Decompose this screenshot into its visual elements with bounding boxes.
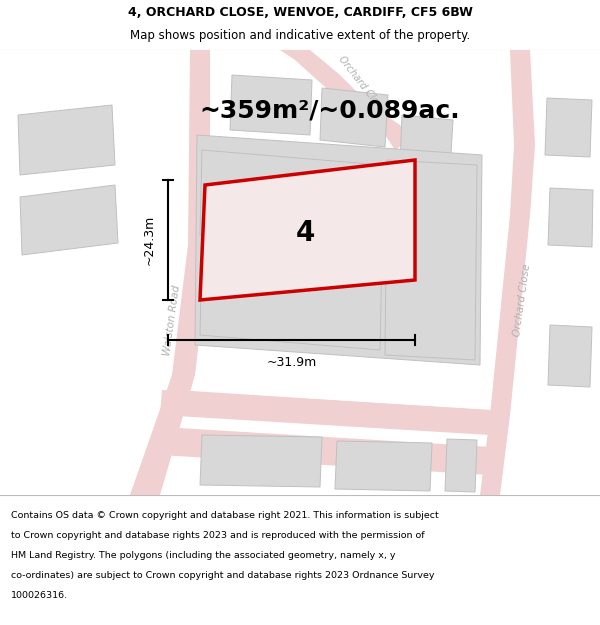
Text: co-ordinates) are subject to Crown copyright and database rights 2023 Ordnance S: co-ordinates) are subject to Crown copyr… (11, 571, 434, 580)
Polygon shape (200, 160, 415, 300)
Text: 100026316.: 100026316. (11, 591, 68, 600)
Polygon shape (545, 98, 592, 157)
Text: ~31.9m: ~31.9m (266, 356, 317, 369)
Polygon shape (200, 435, 322, 487)
Polygon shape (18, 105, 115, 175)
Text: ~359m²/~0.089ac.: ~359m²/~0.089ac. (200, 98, 460, 122)
Text: Orchard Clo: Orchard Clo (336, 54, 380, 106)
Text: Walston Road: Walston Road (162, 284, 182, 356)
Polygon shape (385, 160, 477, 360)
Polygon shape (195, 135, 482, 365)
Text: to Crown copyright and database rights 2023 and is reproduced with the permissio: to Crown copyright and database rights 2… (11, 531, 424, 540)
Polygon shape (400, 115, 453, 170)
Text: Map shows position and indicative extent of the property.: Map shows position and indicative extent… (130, 29, 470, 42)
Text: 4, ORCHARD CLOSE, WENVOE, CARDIFF, CF5 6BW: 4, ORCHARD CLOSE, WENVOE, CARDIFF, CF5 6… (128, 6, 472, 19)
Text: HM Land Registry. The polygons (including the associated geometry, namely x, y: HM Land Registry. The polygons (includin… (11, 551, 395, 560)
Text: Orchard Close: Orchard Close (512, 263, 532, 337)
Polygon shape (548, 325, 592, 387)
Polygon shape (200, 150, 382, 249)
Polygon shape (480, 50, 535, 495)
Polygon shape (230, 75, 312, 135)
Polygon shape (20, 185, 118, 255)
Polygon shape (548, 188, 593, 247)
Polygon shape (280, 50, 410, 150)
Polygon shape (160, 427, 492, 475)
Text: ~24.3m: ~24.3m (143, 215, 156, 265)
Polygon shape (130, 50, 210, 495)
Text: Contains OS data © Crown copyright and database right 2021. This information is : Contains OS data © Crown copyright and d… (11, 511, 439, 519)
Polygon shape (320, 88, 388, 147)
Polygon shape (335, 441, 432, 491)
Polygon shape (160, 390, 492, 435)
Text: 4: 4 (295, 219, 314, 247)
Polygon shape (200, 240, 382, 350)
Polygon shape (445, 439, 477, 492)
